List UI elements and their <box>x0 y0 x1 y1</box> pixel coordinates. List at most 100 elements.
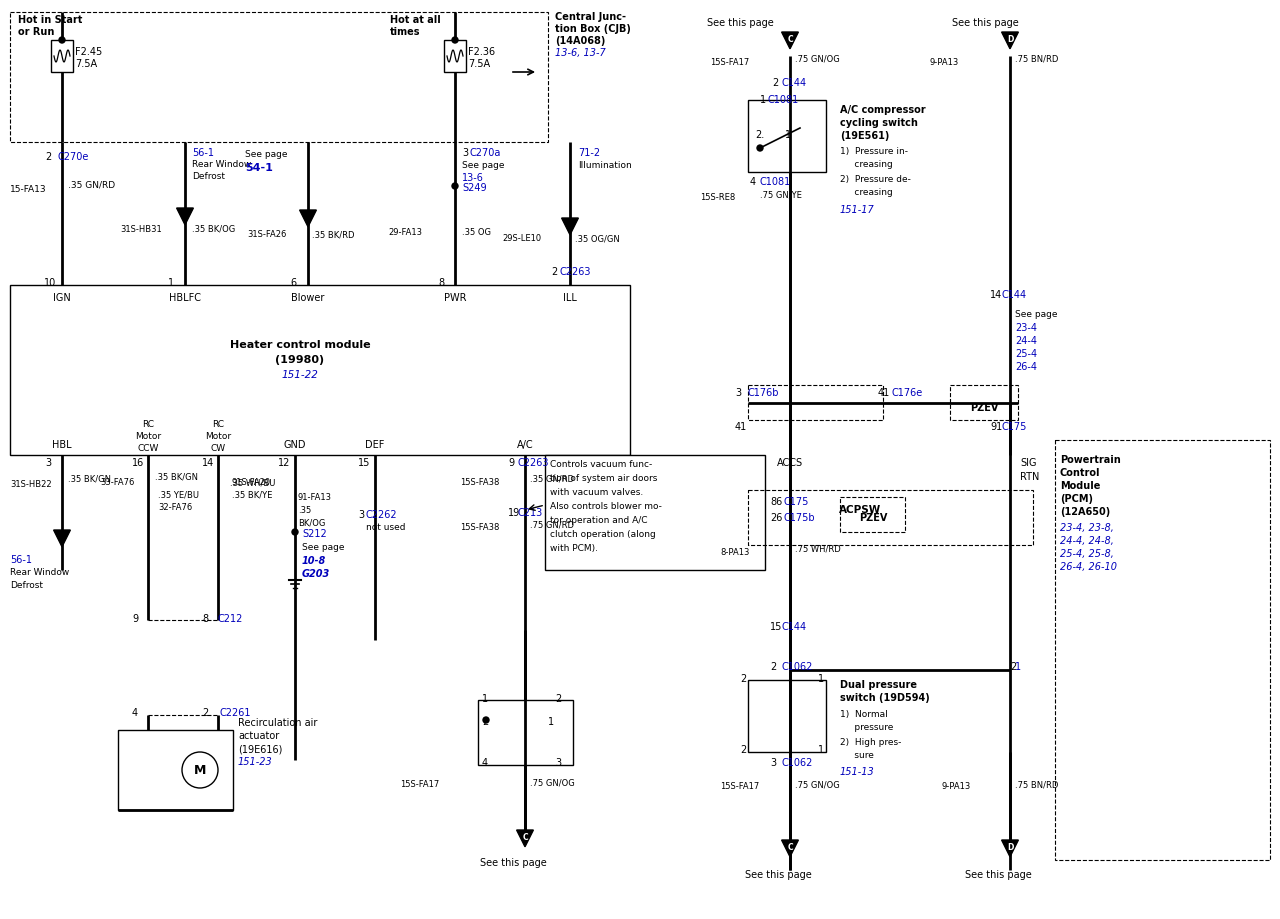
Text: 9: 9 <box>508 458 515 468</box>
Text: 8-PA13: 8-PA13 <box>719 548 749 557</box>
Text: C: C <box>522 833 527 842</box>
Text: M: M <box>193 764 206 777</box>
Text: C2261: C2261 <box>220 708 251 718</box>
Text: C213: C213 <box>517 508 543 518</box>
Text: SIG: SIG <box>1020 458 1037 468</box>
Text: Module: Module <box>1060 481 1101 491</box>
Text: RC: RC <box>212 420 224 429</box>
Text: C2263: C2263 <box>517 458 549 468</box>
Text: ACPSW: ACPSW <box>838 505 881 515</box>
Text: (19980): (19980) <box>275 355 325 365</box>
Text: 2: 2 <box>483 717 488 727</box>
Text: 15: 15 <box>771 622 782 632</box>
Text: C2263: C2263 <box>561 267 591 277</box>
Text: 4: 4 <box>132 708 138 718</box>
Text: F2.36: F2.36 <box>468 47 495 57</box>
Text: .35 GN/RD: .35 GN/RD <box>530 475 573 484</box>
Text: clutch operation (along: clutch operation (along <box>550 530 655 539</box>
Text: 25-4: 25-4 <box>1015 349 1037 359</box>
Text: 9-PA13: 9-PA13 <box>931 58 959 67</box>
Polygon shape <box>54 530 70 547</box>
Text: creasing: creasing <box>840 188 892 197</box>
Text: C1062: C1062 <box>782 758 813 768</box>
Text: CCW: CCW <box>137 444 159 453</box>
Circle shape <box>182 752 218 788</box>
Polygon shape <box>782 32 799 49</box>
Text: 15S-FA17: 15S-FA17 <box>719 782 759 791</box>
Text: C1062: C1062 <box>782 662 813 672</box>
Text: Hot at all: Hot at all <box>390 15 440 25</box>
Text: G203: G203 <box>302 569 330 579</box>
Text: C176e: C176e <box>892 388 923 398</box>
Text: 10-8: 10-8 <box>302 556 326 566</box>
Text: 29S-LE10: 29S-LE10 <box>502 234 541 243</box>
Text: 8: 8 <box>438 278 444 288</box>
Bar <box>51 40 73 72</box>
Text: 15S-FA17: 15S-FA17 <box>710 58 749 67</box>
Text: 2: 2 <box>550 267 557 277</box>
Text: BK/OG: BK/OG <box>298 518 325 527</box>
Text: 1: 1 <box>818 745 824 755</box>
Text: .75 GN/OG: .75 GN/OG <box>530 778 575 787</box>
Text: 1)  Normal: 1) Normal <box>840 710 888 719</box>
Text: GND: GND <box>284 440 306 450</box>
Text: PZEV: PZEV <box>970 403 998 413</box>
Text: 2: 2 <box>202 708 209 718</box>
Text: .75 BN/RD: .75 BN/RD <box>1015 780 1059 789</box>
Text: 15S-FA17: 15S-FA17 <box>399 780 439 789</box>
Text: A/C compressor: A/C compressor <box>840 105 925 115</box>
Text: F2.45: F2.45 <box>76 47 102 57</box>
Text: .35 BK/RD: .35 BK/RD <box>312 230 355 239</box>
Text: creasing: creasing <box>840 160 892 169</box>
Text: 3: 3 <box>771 758 776 768</box>
Text: 1: 1 <box>548 717 554 727</box>
Text: C1081: C1081 <box>760 177 791 187</box>
Text: C1081: C1081 <box>768 95 799 105</box>
Text: 151-17: 151-17 <box>840 205 874 215</box>
Text: Illumination: Illumination <box>579 161 632 170</box>
Text: See page: See page <box>462 161 504 170</box>
Text: See this page: See this page <box>707 18 773 28</box>
Text: Motor: Motor <box>134 432 161 441</box>
Text: C212: C212 <box>218 614 243 624</box>
Text: 15S-RE8: 15S-RE8 <box>700 193 735 202</box>
Text: 7.5A: 7.5A <box>76 59 97 69</box>
Text: C: C <box>787 843 792 852</box>
Text: 15S-FA38: 15S-FA38 <box>460 478 499 487</box>
Bar <box>10 12 548 142</box>
Text: 2: 2 <box>45 152 51 162</box>
Text: 3: 3 <box>462 148 468 158</box>
Text: C175: C175 <box>783 497 809 507</box>
Text: 86: 86 <box>771 497 782 507</box>
Circle shape <box>452 183 458 189</box>
Polygon shape <box>782 840 799 857</box>
Text: .75 GN/OG: .75 GN/OG <box>795 55 840 64</box>
Text: 56-1: 56-1 <box>192 148 214 158</box>
Circle shape <box>59 37 65 43</box>
Circle shape <box>483 717 489 723</box>
Bar <box>748 490 1033 545</box>
Text: .35 BK/GN: .35 BK/GN <box>155 473 198 482</box>
Text: not used: not used <box>366 523 406 532</box>
Text: 151-23: 151-23 <box>238 757 273 767</box>
Text: 23-4, 23-8,: 23-4, 23-8, <box>1060 523 1114 533</box>
Text: .35 BK/GN: .35 BK/GN <box>68 475 111 484</box>
Text: 1: 1 <box>818 674 824 684</box>
Text: Also controls blower mo-: Also controls blower mo- <box>550 502 662 511</box>
Text: 7.5A: 7.5A <box>468 59 490 69</box>
Text: 2: 2 <box>772 78 778 88</box>
Text: 54-1: 54-1 <box>244 163 273 173</box>
Text: 26-4, 26-10: 26-4, 26-10 <box>1060 562 1117 572</box>
Text: 2: 2 <box>740 745 746 755</box>
Bar <box>545 455 765 570</box>
Text: See page: See page <box>302 543 344 552</box>
Text: 14: 14 <box>202 458 214 468</box>
Bar <box>748 680 826 752</box>
Text: Powertrain: Powertrain <box>1060 455 1121 465</box>
Text: DEF: DEF <box>365 440 385 450</box>
Text: 8: 8 <box>202 614 209 624</box>
Text: See this page: See this page <box>745 870 812 880</box>
Text: 3: 3 <box>735 388 741 398</box>
Text: IGN: IGN <box>54 293 70 303</box>
Text: 14: 14 <box>989 290 1002 300</box>
